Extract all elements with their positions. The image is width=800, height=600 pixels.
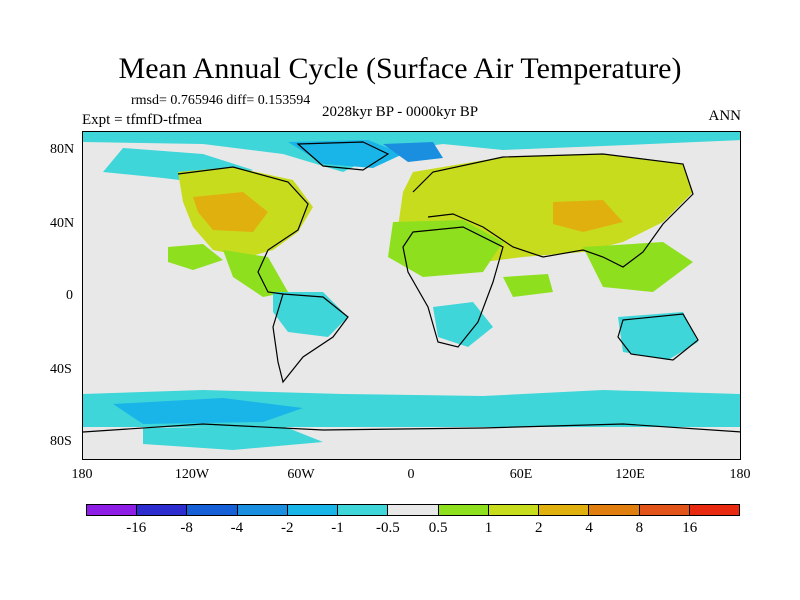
y-label-80n: 80N [50, 142, 75, 157]
central-asia-warm-core [553, 200, 623, 232]
southern-ocean-cold-core [113, 398, 303, 424]
x-label-120w: 120W [174, 467, 210, 482]
stats-text: rmsd= 0.765946 diff= 0.153594 [131, 93, 311, 108]
southern-africa-anomaly [433, 302, 493, 347]
season-label: ANN [708, 108, 742, 124]
y-label-0: 0 [66, 288, 73, 303]
colorbar-swatch [87, 505, 138, 515]
colorbar-label: 1 [484, 520, 493, 536]
colorbar-swatch [237, 505, 288, 515]
central-america-anomaly [223, 250, 288, 297]
eurasia-coast [412, 153, 694, 268]
south-america-coast [272, 293, 349, 384]
north-africa-anomaly [388, 220, 503, 277]
australia-anomaly [618, 312, 698, 360]
colorbar-label: -4 [230, 520, 244, 536]
y-label-40s: 40S [50, 362, 72, 377]
colorbar-swatch [187, 505, 238, 515]
map-svg [83, 132, 740, 459]
pacific-nh-anomaly [168, 244, 223, 270]
colorbar-label: 16 [682, 520, 698, 536]
colorbar-swatch [287, 505, 339, 515]
temperature-map [82, 131, 741, 460]
greenland-coast [296, 141, 390, 171]
arctic-anomaly [83, 132, 740, 172]
x-label-120e: 120E [615, 467, 645, 482]
colorbar-swatch [338, 505, 389, 515]
colorbar [86, 504, 740, 516]
y-label-40n: 40N [50, 216, 75, 231]
colorbar-swatch [639, 505, 690, 515]
arabian-sea-anomaly [503, 274, 553, 297]
experiment-label: Expt = tfmfD-tfmea [82, 112, 203, 128]
colorbar-label: 8 [635, 520, 644, 536]
antarctic-coast-anomaly [143, 426, 323, 450]
colorbar-label: -16 [126, 520, 147, 536]
south-asia-anomaly [583, 242, 693, 292]
colorbar-swatch [438, 505, 489, 515]
period-label: 2028kyr BP - 0000kyr BP [321, 104, 479, 120]
south-america-anomaly [273, 292, 348, 337]
x-label-60w: 60W [287, 467, 315, 482]
colorbar-label: 4 [585, 520, 593, 536]
colorbar-label: -1 [331, 520, 344, 536]
colorbar-label: 0.5 [428, 520, 448, 536]
coastlines [83, 141, 740, 433]
x-label-0: 0 [407, 467, 415, 482]
x-label-180w: 180 [71, 467, 93, 482]
colorbar-label: 2 [535, 520, 543, 536]
colorbar-swatch [539, 505, 590, 515]
colorbar-swatch [689, 505, 740, 515]
colorbar-swatch [137, 505, 188, 515]
australia-coast [617, 313, 699, 361]
colorbar-label: -8 [180, 520, 193, 536]
colorbar-swatch [589, 505, 640, 515]
north-america-coast [177, 166, 309, 295]
x-label-60e: 60E [509, 467, 533, 482]
x-label-180e: 180 [729, 467, 751, 482]
colorbar-swatch [388, 505, 439, 515]
colorbar-label: -2 [280, 520, 294, 536]
greenland-sea-anomaly [383, 142, 443, 162]
colorbar-swatch [488, 505, 540, 515]
africa-coast [402, 226, 504, 348]
north-america-warm-core [193, 192, 268, 232]
colorbar-label: -0.5 [375, 520, 400, 536]
y-label-80s: 80S [50, 434, 72, 449]
antarctica-coast [83, 423, 740, 433]
figure-title: Mean Annual Cycle (Surface Air Temperatu… [118, 52, 682, 85]
